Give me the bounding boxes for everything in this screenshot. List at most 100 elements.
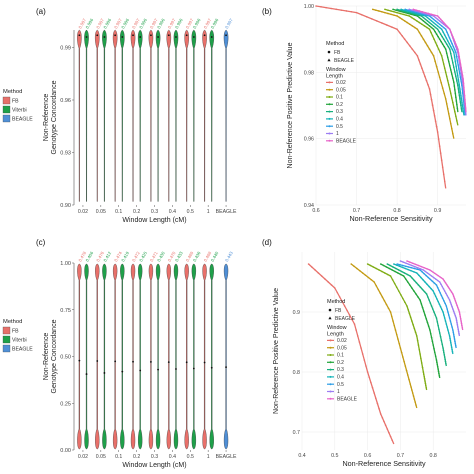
value-label: 0.996 [210, 17, 220, 29]
series-point [418, 31, 421, 34]
median-point [175, 368, 177, 370]
series-point [422, 20, 425, 22]
series-point [432, 290, 435, 292]
series-point [461, 92, 464, 94]
series-point [430, 98, 433, 101]
series-point [407, 308, 409, 311]
series-point [428, 48, 431, 50]
series-point [348, 314, 351, 316]
series-point [404, 301, 406, 304]
series-point [365, 15, 368, 18]
value-label: 0.996 [174, 17, 184, 29]
series-point [448, 64, 451, 67]
series-point [400, 8, 402, 11]
value-label: 0.996 [120, 17, 130, 29]
series-point [416, 339, 419, 342]
series-point [455, 75, 457, 78]
series-point [412, 323, 414, 326]
series-point [429, 93, 432, 96]
value-label: 0.425 [138, 250, 148, 262]
series-point [445, 323, 448, 325]
series-point [445, 43, 448, 45]
panel-1: 0.6 0.7 0.8 0.9 0.94 0.96 0.98 1.00 Non-Referenc… [287, 4, 467, 223]
series-point [459, 98, 461, 100]
series-point [437, 48, 440, 50]
series-point [402, 297, 404, 300]
x-tick-label: 0.7 [397, 453, 404, 459]
series-point [424, 380, 426, 382]
median-point [225, 34, 227, 37]
series-point [410, 269, 412, 272]
x-tick-label: 0.1 [115, 454, 122, 460]
series-point [441, 297, 444, 299]
series-point [417, 284, 420, 286]
series-point [441, 343, 444, 346]
series-point [350, 263, 353, 265]
series-point [420, 302, 423, 305]
median-point [192, 36, 195, 38]
series-point [436, 298, 438, 300]
series-point [375, 397, 377, 400]
series-point [361, 353, 364, 355]
series-point [404, 365, 407, 367]
series-point [394, 329, 397, 331]
series-point [408, 8, 411, 11]
series-point [440, 28, 443, 31]
series-point [420, 357, 422, 360]
x-tick-label: 0.6 [364, 453, 371, 459]
series-point [449, 92, 452, 95]
legend-point [329, 390, 332, 393]
series-point [456, 120, 458, 122]
series-point [441, 35, 443, 38]
series-point [396, 263, 398, 265]
series-point [425, 384, 427, 387]
series-point [453, 106, 455, 108]
series-point [434, 295, 437, 298]
series-point [413, 265, 416, 268]
series-point [406, 273, 409, 276]
series-point [443, 45, 446, 48]
series-point [430, 23, 433, 26]
series-point [406, 41, 409, 44]
series-point [453, 48, 456, 51]
series-point [377, 288, 380, 291]
series-point [414, 26, 416, 29]
series-point [404, 265, 407, 268]
series-point [451, 33, 453, 35]
series-point [327, 281, 330, 283]
violin-fb [148, 263, 154, 450]
x-axis-label: Window Length (cM) [122, 217, 186, 224]
series-point [434, 272, 436, 275]
series-point [451, 48, 454, 51]
series-point [418, 274, 420, 277]
series-point [431, 308, 434, 310]
series-point [461, 326, 464, 329]
series-point [443, 67, 446, 69]
series-point [433, 115, 436, 117]
series-point [442, 347, 444, 349]
series-point [456, 103, 458, 106]
y-tick-label: 1.00 [304, 4, 314, 10]
series-point [396, 11, 398, 14]
series-point [429, 329, 431, 331]
series-point [443, 34, 446, 36]
series-point [422, 71, 425, 74]
violin-fb [130, 29, 136, 202]
series-point [307, 263, 310, 265]
series-point [443, 280, 446, 282]
series-point [398, 31, 401, 34]
series-point [325, 6, 327, 9]
series-point [406, 374, 409, 376]
legend: Method FB Viterbi BEAGLE [2, 89, 33, 123]
series-point [387, 9, 389, 11]
series-point [429, 332, 432, 335]
series-point [421, 366, 424, 369]
series-point [463, 90, 466, 93]
series-point [443, 290, 446, 292]
series-point [456, 59, 459, 62]
series-point [371, 8, 374, 11]
series-point [426, 283, 428, 286]
series-point [392, 8, 394, 11]
series-point [396, 28, 398, 31]
